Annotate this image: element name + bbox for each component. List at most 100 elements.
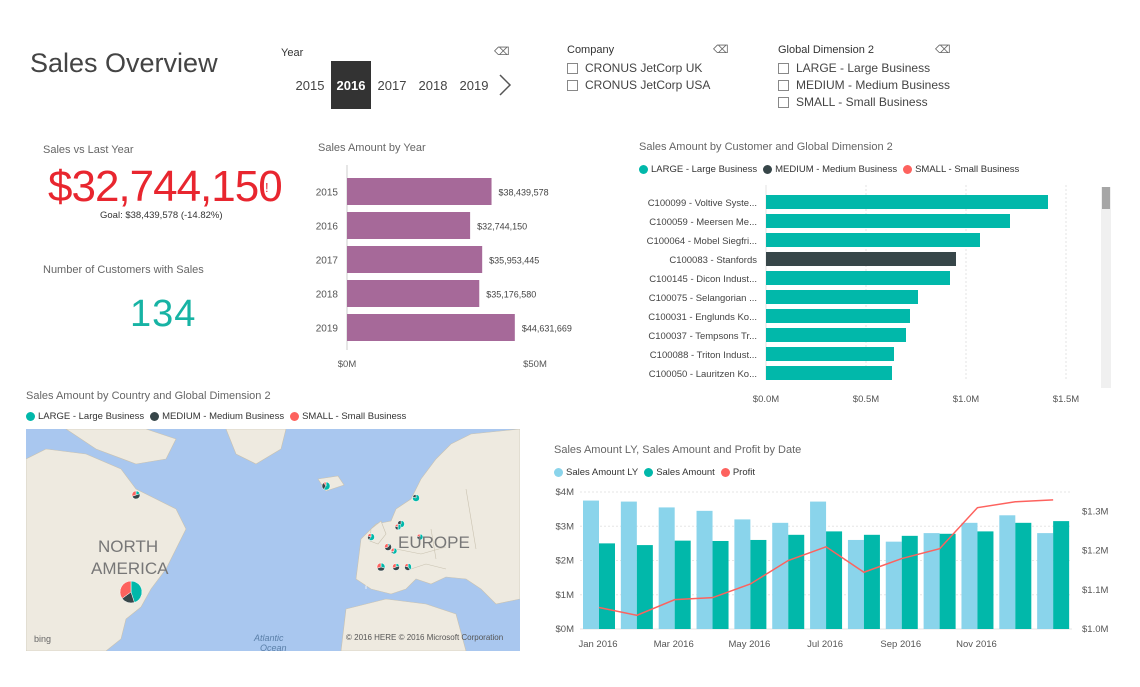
bar-customer[interactable] bbox=[766, 347, 894, 361]
y-tick-label: C100083 - Stanfords bbox=[669, 255, 757, 266]
legend-item[interactable]: MEDIUM - Medium Business bbox=[150, 411, 284, 422]
bar-sales-ly[interactable] bbox=[734, 519, 751, 629]
bar-sales-ly[interactable] bbox=[847, 539, 864, 629]
y-tick-label: C100059 - Meersen Me... bbox=[649, 217, 757, 228]
bar-sales-amount[interactable] bbox=[901, 535, 918, 629]
year-button-2015[interactable]: 2015 bbox=[295, 77, 325, 93]
pie-slice bbox=[404, 563, 409, 568]
bar-sales-amount[interactable] bbox=[1053, 521, 1070, 629]
checkbox[interactable] bbox=[567, 79, 578, 91]
eraser-icon[interactable]: ⌫ bbox=[494, 46, 510, 58]
scrollbar-thumb[interactable] bbox=[1102, 187, 1110, 209]
bar-customer[interactable] bbox=[766, 328, 906, 342]
bar-2017[interactable] bbox=[347, 246, 483, 273]
bar-sales-amount[interactable] bbox=[826, 531, 843, 629]
bar-sales-ly[interactable] bbox=[923, 533, 940, 629]
y2-tick-label: $1.0M bbox=[1082, 624, 1108, 635]
bar-sales-amount[interactable] bbox=[599, 543, 615, 629]
customer-chart[interactable]: $0.0M $0.5M $1.0M $1.5M C100099 - Voltive Sy… bbox=[600, 180, 1100, 405]
customer-chart-scrollbar[interactable] bbox=[1101, 187, 1111, 388]
year-button-2018[interactable]: 2018 bbox=[418, 77, 448, 93]
map-visual[interactable]: NORTH AMERICA EUROPE Atlantic Ocean bing… bbox=[26, 429, 520, 651]
bar-sales-amount[interactable] bbox=[788, 534, 805, 629]
eraser-icon[interactable]: ⌫ bbox=[935, 44, 951, 56]
bar-sales-ly[interactable] bbox=[885, 541, 902, 629]
legend-item[interactable]: Sales Amount LY bbox=[554, 467, 638, 478]
company-checkbox-item[interactable]: CRONUS JetCorp USA bbox=[567, 78, 710, 92]
bar-sales-ly[interactable] bbox=[620, 501, 637, 629]
bar-customer[interactable] bbox=[766, 290, 918, 304]
checkbox-label: CRONUS JetCorp UK bbox=[585, 61, 703, 75]
legend-item[interactable]: LARGE - Large Business bbox=[26, 411, 144, 422]
bar-sales-amount[interactable] bbox=[939, 533, 956, 629]
dimension-checkbox-item[interactable]: MEDIUM - Medium Business bbox=[778, 78, 950, 92]
profit-line[interactable] bbox=[598, 499, 1054, 617]
checkbox[interactable] bbox=[778, 96, 789, 108]
bar-sales-amount[interactable] bbox=[712, 540, 729, 629]
sales-by-year-chart[interactable]: 2015 $38,439,578 2016 $32,744,150 2017 $35,95… bbox=[300, 160, 580, 375]
map-pie-marker[interactable] bbox=[390, 547, 398, 555]
bar-sales-ly[interactable] bbox=[810, 501, 827, 629]
data-label: $44,631,669 bbox=[522, 324, 572, 334]
bar-customer[interactable] bbox=[766, 271, 950, 285]
y-tick-label: $3M bbox=[556, 521, 575, 532]
bar-2018[interactable] bbox=[347, 280, 480, 307]
company-checkbox-item[interactable]: CRONUS JetCorp UK bbox=[567, 61, 702, 75]
checkbox[interactable] bbox=[778, 79, 789, 91]
map-pie-marker[interactable] bbox=[394, 523, 402, 531]
bar-customer[interactable] bbox=[766, 233, 980, 247]
bar-2019[interactable] bbox=[347, 314, 515, 341]
dimension-checkbox-item[interactable]: SMALL - Small Business bbox=[778, 95, 928, 109]
bar-sales-amount[interactable] bbox=[977, 531, 994, 629]
bar-sales-ly[interactable] bbox=[961, 522, 978, 629]
bar-sales-amount[interactable] bbox=[636, 545, 653, 629]
bar-sales-amount[interactable] bbox=[750, 539, 767, 629]
legend-item[interactable]: Profit bbox=[720, 467, 755, 478]
year-button-2019[interactable]: 2019 bbox=[459, 77, 489, 93]
map-pie-marker[interactable] bbox=[367, 533, 375, 541]
checkbox[interactable] bbox=[567, 62, 578, 74]
bar-customer[interactable] bbox=[766, 309, 910, 323]
legend-item[interactable]: LARGE - Large Business bbox=[639, 164, 757, 175]
map-pie-marker[interactable] bbox=[131, 490, 141, 500]
bar-2015[interactable] bbox=[347, 178, 492, 205]
map-label-america: AMERICA bbox=[91, 559, 169, 578]
eraser-icon[interactable]: ⌫ bbox=[713, 44, 729, 56]
bar-sales-ly[interactable] bbox=[696, 510, 713, 629]
bar-sales-ly[interactable] bbox=[658, 507, 675, 629]
dimension-checkbox-item[interactable]: LARGE - Large Business bbox=[778, 61, 930, 75]
bar-2016[interactable] bbox=[347, 212, 471, 239]
checkbox[interactable] bbox=[778, 62, 789, 74]
bar-sales-ly[interactable] bbox=[1037, 533, 1054, 629]
legend-item[interactable]: SMALL - Small Business bbox=[903, 164, 1019, 175]
bar-sales-ly[interactable] bbox=[999, 515, 1016, 629]
chevron-right-icon[interactable] bbox=[494, 70, 516, 100]
map-pie-marker[interactable] bbox=[392, 563, 400, 571]
bar-customer[interactable] bbox=[766, 195, 1048, 209]
map-pie-marker[interactable] bbox=[404, 563, 412, 571]
bar-sales-ly[interactable] bbox=[583, 500, 599, 629]
legend-item[interactable]: SMALL - Small Business bbox=[290, 411, 406, 422]
legend-dot bbox=[554, 468, 563, 477]
bar-customer[interactable] bbox=[766, 366, 892, 380]
map-pie-marker[interactable] bbox=[376, 562, 386, 572]
bar-sales-amount[interactable] bbox=[863, 534, 880, 629]
combo-chart[interactable]: $0M $1M $2M $3M $4M $1.0M $1.1M $1.2M $1.3M Jan 2… bbox=[545, 482, 1120, 654]
legend-item[interactable]: MEDIUM - Medium Business bbox=[763, 164, 897, 175]
bar-sales-ly[interactable] bbox=[772, 522, 789, 629]
bar-sales-amount[interactable] bbox=[1015, 522, 1032, 629]
y-tick-label: $2M bbox=[556, 556, 575, 567]
map-pie-marker[interactable] bbox=[321, 481, 331, 491]
bar-customer[interactable] bbox=[766, 214, 1010, 228]
legend-dot bbox=[639, 165, 648, 174]
map-pie-marker[interactable] bbox=[412, 494, 420, 502]
map-pie-marker[interactable] bbox=[416, 533, 424, 541]
bar-customer[interactable] bbox=[766, 252, 956, 266]
map-pie-marker[interactable] bbox=[384, 543, 392, 551]
bar-sales-amount[interactable] bbox=[674, 540, 691, 629]
year-button-2017[interactable]: 2017 bbox=[377, 77, 407, 93]
map-pie-marker[interactable] bbox=[119, 580, 143, 604]
year-button-2016[interactable]: 2016 bbox=[331, 61, 371, 109]
pie-slice bbox=[397, 523, 402, 531]
legend-item[interactable]: Sales Amount bbox=[644, 467, 715, 478]
